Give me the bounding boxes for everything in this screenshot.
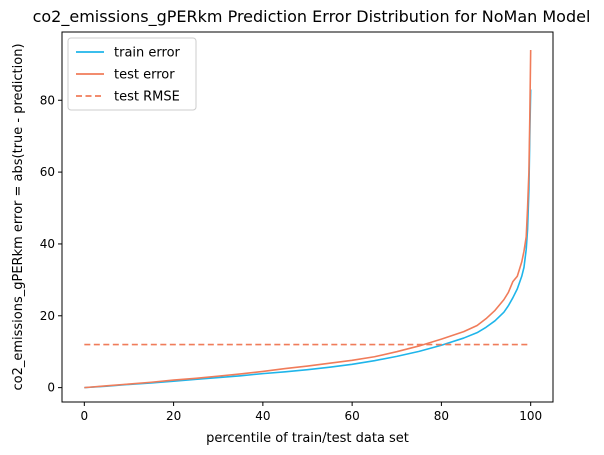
x-tick-label: 40 [255,409,270,423]
legend-label: test RMSE [114,90,180,105]
y-axis-label: co2_emissions_gPERkm error = abs(true - … [11,43,26,390]
y-axis: 0 20 40 60 80 [40,93,62,395]
series-line-test-error [84,49,532,389]
y-tick-label: 80 [40,93,55,107]
series-line-train-error [84,89,532,389]
plot-area [84,49,532,389]
legend-label: test error [114,68,175,83]
legend-label: train error [114,46,181,61]
x-tick-label: 100 [519,409,542,423]
chart-title: co2_emissions_gPERkm Prediction Error Di… [33,7,591,27]
y-tick-label: 40 [40,237,55,251]
y-tick-label: 0 [47,381,55,395]
legend-box [67,37,197,111]
x-axis-label: percentile of train/test data set [206,431,409,446]
legend: train error test error test RMSE [67,37,197,111]
x-tick-label: 60 [344,409,359,423]
x-axis: 0 20 40 60 80 100 [80,402,542,423]
x-tick-label: 20 [166,409,181,423]
y-tick-label: 60 [40,165,55,179]
y-tick-label: 20 [40,309,55,323]
x-tick-label: 0 [80,409,88,423]
plot-frame [61,31,554,403]
x-tick-label: 80 [434,409,449,423]
